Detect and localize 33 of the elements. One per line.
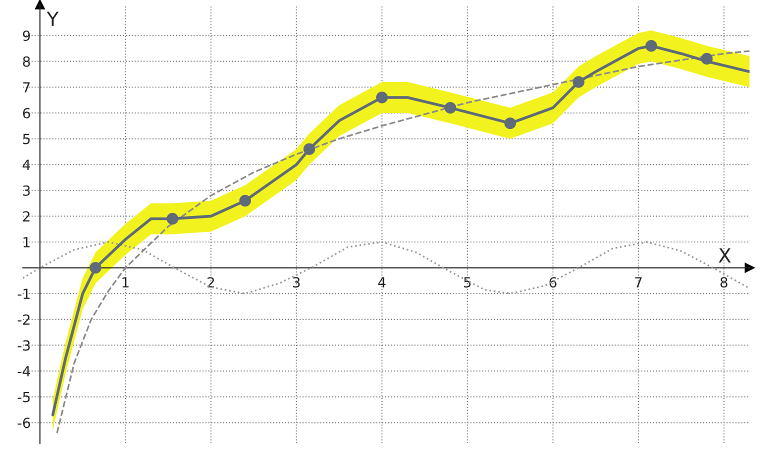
point (444, 102, 456, 114)
y-tick-label: 2 (23, 211, 30, 222)
point (303, 143, 316, 155)
point (700, 52, 713, 65)
point (90, 262, 102, 274)
point (239, 194, 251, 207)
y-tick-label: -6 (18, 418, 30, 428)
point (376, 92, 388, 104)
y-tick-label: 4 (22, 160, 30, 170)
y-tick-label: 1 (24, 237, 30, 248)
point (166, 212, 178, 225)
y-tick-label: -2 (18, 314, 30, 325)
x-tick-label: 1 (122, 277, 129, 288)
y-tick-label: -1 (18, 288, 30, 299)
y-tick-label: 9 (22, 30, 30, 42)
x-axis-title: X (718, 248, 731, 262)
y-tick-label: -4 (18, 366, 30, 376)
x-tick-label: 3 (293, 277, 300, 288)
x-tick-label: 4 (378, 277, 386, 288)
y-tick-label: 6 (23, 108, 30, 118)
y-tick-label: 7 (23, 82, 30, 92)
y-tick-label: 5 (23, 134, 30, 144)
y-axis-title: Y (46, 12, 59, 26)
y-tick-label: -5 (18, 392, 30, 402)
point (572, 76, 584, 88)
y-tick-label: 3 (23, 185, 30, 196)
y-tick-label: -3 (18, 340, 30, 351)
point (645, 40, 658, 52)
y-tick-label: 8 (23, 56, 30, 67)
x-tick-label: 5 (464, 277, 471, 288)
point (504, 117, 516, 130)
x-tick-label: 8 (720, 277, 728, 288)
x-tick-label: 7 (635, 277, 642, 288)
